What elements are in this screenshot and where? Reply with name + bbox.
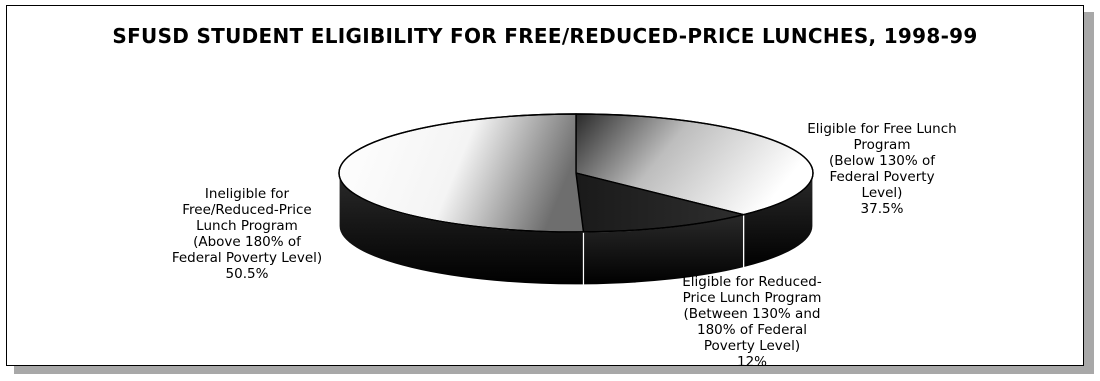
- slice-value-free-lunch: 37.5%: [860, 201, 904, 217]
- chart-title: SFUSD STUDENT ELIGIBILITY FOR FREE/REDUC…: [112, 24, 978, 48]
- chart-frame: SFUSD STUDENT ELIGIBILITY FOR FREE/REDUC…: [6, 5, 1084, 370]
- slice-value-ineligible: 50.5%: [225, 266, 269, 282]
- slice-label-ineligible: Ineligible for Free/Reduced-Price Lunch …: [137, 186, 357, 282]
- slice-label-free-lunch: Eligible for Free Lunch Program (Below 1…: [777, 121, 987, 217]
- slice-label-reduced-price: Eligible for Reduced- Price Lunch Progra…: [647, 274, 857, 370]
- slice-value-reduced-price: 12%: [736, 354, 767, 370]
- pie-rim: [338, 113, 814, 233]
- pie-chart: [338, 113, 814, 286]
